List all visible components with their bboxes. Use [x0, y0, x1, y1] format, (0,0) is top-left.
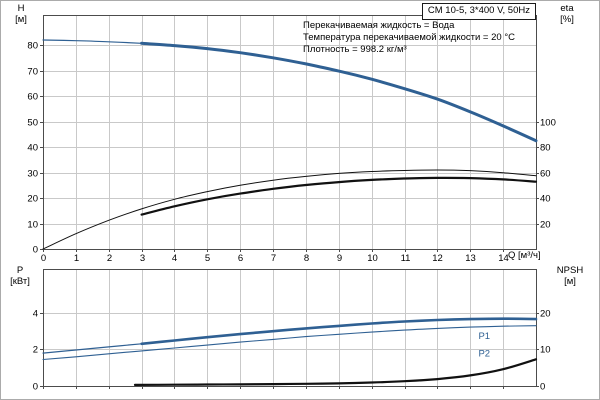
eta-pump-curve — [42, 169, 537, 250]
svg-text:80: 80 — [540, 143, 551, 154]
q-axis-label: Q [м³/ч] — [508, 250, 541, 261]
svg-text:2: 2 — [107, 253, 112, 264]
h-axis-label: H [м] — [5, 3, 37, 25]
npsh-axis-label: NPSH [м] — [545, 265, 595, 287]
svg-text:80: 80 — [27, 41, 38, 52]
plot-panel-1: 0 2 4 0 10 20 P1 P2 — [33, 269, 551, 393]
grid-lines — [43, 269, 536, 386]
fluid-info-block: Перекачиваемая жидкость = Вода Температу… — [303, 20, 515, 56]
p-axis-label: P [кВт] — [1, 265, 39, 287]
info-line-density: Плотность = 998.2 кг/м³ — [303, 44, 407, 55]
P2-curve — [42, 325, 537, 361]
svg-text:0: 0 — [41, 253, 46, 264]
eta-axis-unit: [%] — [560, 14, 574, 25]
axis-tick-labels: 0 2 4 0 10 20 — [33, 309, 551, 393]
svg-text:13: 13 — [465, 253, 476, 264]
svg-text:4: 4 — [33, 309, 38, 320]
svg-text:9: 9 — [337, 253, 342, 264]
svg-text:20: 20 — [540, 309, 551, 320]
svg-text:12: 12 — [432, 253, 443, 264]
curve-label-P1: P1 — [478, 331, 490, 342]
svg-text:10: 10 — [27, 220, 38, 231]
H-curve-thin — [42, 39, 143, 44]
svg-text:10: 10 — [540, 345, 551, 356]
svg-text:0: 0 — [33, 382, 38, 393]
eta-axis-symbol: eta — [560, 3, 574, 14]
P1-curve-thin — [42, 343, 143, 354]
axis-tick-marks — [40, 45, 539, 252]
npsh-axis-symbol: NPSH — [556, 265, 584, 276]
svg-text:40: 40 — [540, 194, 551, 205]
eta-total-curve — [140, 176, 538, 216]
svg-text:14: 14 — [498, 253, 509, 264]
curve-label-P2: P2 — [478, 348, 490, 359]
h-axis-symbol: H — [17, 3, 25, 14]
axis-tick-marks — [40, 313, 539, 389]
plot-frame — [43, 15, 537, 250]
svg-text:8: 8 — [304, 253, 309, 264]
svg-text:10: 10 — [367, 253, 378, 264]
svg-text:7: 7 — [271, 253, 276, 264]
h-axis-unit: [м] — [15, 14, 27, 25]
P1-curve — [140, 317, 538, 346]
svg-text:5: 5 — [205, 253, 210, 264]
plot-frame — [43, 269, 537, 387]
svg-text:60: 60 — [540, 169, 551, 180]
info-line-fluid: Перекачиваемая жидкость = Вода — [303, 20, 455, 31]
npsh-axis-unit: [м] — [564, 276, 576, 287]
svg-text:11: 11 — [401, 253, 411, 264]
svg-text:60: 60 — [27, 92, 38, 103]
svg-text:1: 1 — [74, 253, 79, 264]
svg-text:6: 6 — [238, 253, 243, 264]
svg-text:30: 30 — [27, 169, 38, 180]
svg-text:20: 20 — [540, 220, 551, 231]
svg-text:4: 4 — [172, 253, 177, 264]
info-line-temperature: Температура перекачиваемой жидкости = 20… — [303, 32, 515, 43]
pump-model-header: CM 10-5, 3*400 V, 50Hz — [421, 3, 536, 20]
svg-text:50: 50 — [27, 118, 38, 129]
H-curve — [140, 41, 538, 143]
svg-text:100: 100 — [540, 118, 556, 129]
NPSH-curve — [133, 358, 538, 386]
svg-text:20: 20 — [27, 194, 38, 205]
svg-text:3: 3 — [140, 253, 145, 264]
svg-text:2: 2 — [33, 345, 38, 356]
p-axis-symbol: P — [16, 265, 24, 276]
svg-text:40: 40 — [27, 143, 38, 154]
eta-axis-label: eta [%] — [549, 3, 585, 25]
p-axis-unit: [кВт] — [10, 276, 30, 287]
svg-text:70: 70 — [27, 67, 38, 78]
svg-text:0: 0 — [540, 382, 545, 393]
svg-text:0: 0 — [33, 245, 38, 256]
